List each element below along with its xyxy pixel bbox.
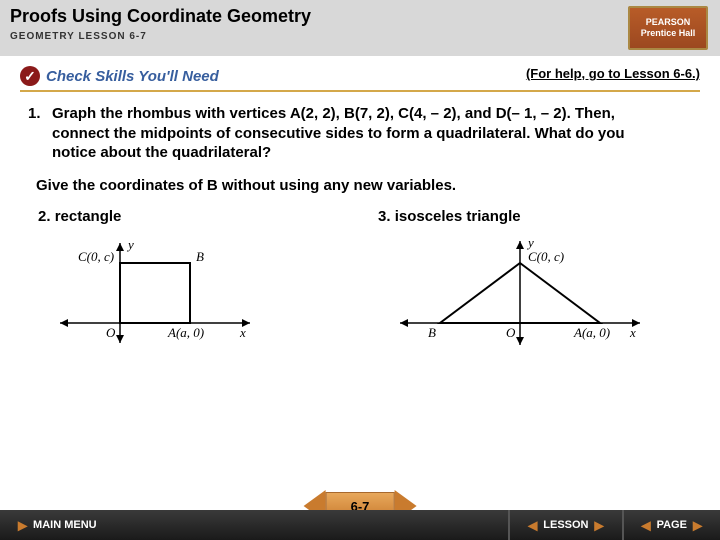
bottom-bar: ▸ MAIN MENU ◂ LESSON ▸ ◂ PAGE ▸ [0, 510, 720, 540]
header-bar: Proofs Using Coordinate Geometry GEOMETR… [0, 0, 720, 56]
q3-label-A: A(a, 0) [573, 325, 610, 340]
lesson-button[interactable]: ◂ LESSON ▸ [510, 516, 621, 534]
lesson-label: LESSON [543, 519, 588, 531]
content-area: ✓ Check Skills You'll Need (For help, go… [0, 56, 720, 486]
questions-row: 2. rectangle C(0, c) B O A(a, 0) [20, 208, 700, 353]
brand-bottom: Prentice Hall [641, 28, 696, 39]
chevron-right-icon: ▸ [693, 516, 702, 534]
check-skills-label: Check Skills You'll Need [46, 68, 219, 85]
check-underline [20, 90, 700, 92]
chevron-left-icon: ◂ [528, 516, 537, 534]
triangle-diagram: C(0, c) B O A(a, 0) x y [390, 233, 700, 353]
q3-label: isosceles triangle [395, 208, 521, 225]
chevron-left-icon: ◂ [642, 516, 651, 534]
question-2: 2. rectangle C(0, c) B O A(a, 0) [20, 208, 360, 353]
page-title: Proofs Using Coordinate Geometry [10, 6, 710, 27]
q3-label-C: C(0, c) [528, 249, 564, 264]
q3-label-x: x [629, 325, 636, 340]
triangle-icon: ▸ [18, 516, 27, 534]
question-3: 3. isosceles triangle C(0, c) B O A(a, 0… [360, 208, 700, 353]
main-menu-button[interactable]: ▸ MAIN MENU [0, 516, 115, 534]
q3-number: 3. [378, 208, 391, 225]
main-menu-label: MAIN MENU [33, 519, 97, 531]
check-skills-row: ✓ Check Skills You'll Need (For help, go… [20, 66, 700, 86]
q2-label-A: A(a, 0) [167, 325, 204, 340]
instruction-text: Give the coordinates of B without using … [36, 177, 700, 194]
q2-label-y: y [126, 237, 134, 252]
pearson-logo: PEARSON Prentice Hall [628, 6, 708, 50]
check-icon: ✓ [20, 66, 40, 86]
q2-label-C: C(0, c) [78, 249, 114, 264]
q3-label-y: y [526, 235, 534, 250]
q2-label-x: x [239, 325, 246, 340]
lesson-subtitle: GEOMETRY LESSON 6-7 [10, 31, 710, 42]
q2-number: 2. [38, 208, 51, 225]
q2-label-B: B [196, 249, 204, 264]
q1-number: 1. [28, 104, 52, 124]
chevron-right-icon: ▸ [595, 516, 604, 534]
q2-label-O: O [106, 325, 116, 340]
q2-label: rectangle [55, 208, 122, 225]
q3-heading: 3. isosceles triangle [378, 208, 700, 225]
help-link[interactable]: (For help, go to Lesson 6-6.) [526, 66, 700, 81]
question-1: 1.Graph the rhombus with vertices A(2, 2… [28, 104, 700, 163]
q2-heading: 2. rectangle [38, 208, 360, 225]
page-label: PAGE [657, 519, 687, 531]
page-button[interactable]: ◂ PAGE ▸ [624, 516, 720, 534]
q1-text: Graph the rhombus with vertices A(2, 2),… [52, 104, 672, 163]
q3-label-O: O [506, 325, 516, 340]
brand-top: PEARSON [646, 17, 691, 28]
q3-label-B: B [428, 325, 436, 340]
rectangle-diagram: C(0, c) B O A(a, 0) x y [50, 233, 360, 353]
